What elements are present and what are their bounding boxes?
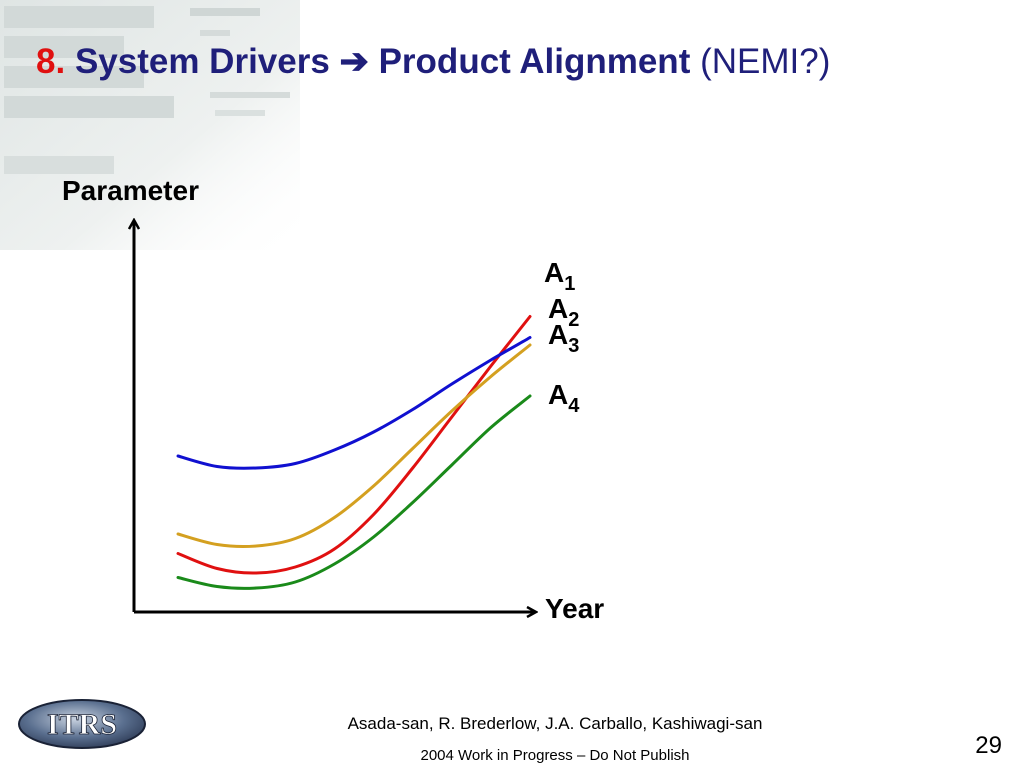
page-number: 29	[975, 732, 1002, 759]
series-label-subscript: 4	[568, 395, 580, 417]
series-label-a3: A3	[548, 319, 579, 357]
footer-note: 2004 Work in Progress – Do Not Publish	[420, 747, 690, 764]
series-label-letter: A	[548, 319, 568, 350]
footer-authors: Asada-san, R. Brederlow, J.A. Carballo, …	[347, 714, 763, 733]
title-suffix: (NEMI?)	[700, 42, 831, 81]
slide-title: 8. System Drivers ➔ Product Alignment (N…	[36, 42, 830, 82]
y-axis-label: Parameter	[62, 175, 199, 206]
series-group	[176, 315, 532, 590]
series-line-a4	[176, 394, 532, 590]
title-number: 8.	[36, 42, 66, 81]
title-main: System Drivers ➔ Product Alignment	[74, 42, 691, 81]
series-label-subscript: 1	[564, 273, 575, 295]
series-label-a2: A2	[548, 293, 579, 331]
series-label-a4: A4	[548, 379, 580, 417]
series-label-letter: A	[544, 257, 564, 288]
logo-text: ITRS	[47, 708, 117, 741]
series-label-subscript: 2	[568, 309, 579, 331]
series-line-a1	[176, 315, 532, 575]
series-line-a3	[176, 343, 532, 548]
series-label-a1: A1	[544, 257, 575, 295]
series-label-letter: A	[548, 379, 568, 410]
series-label-letter: A	[548, 293, 568, 324]
watermark-graphic	[0, 0, 300, 250]
itrs-logo: ITRS	[18, 699, 146, 749]
series-label-subscript: 3	[568, 335, 579, 357]
x-axis-label: Year	[545, 593, 604, 624]
series-line-a2	[176, 336, 532, 470]
